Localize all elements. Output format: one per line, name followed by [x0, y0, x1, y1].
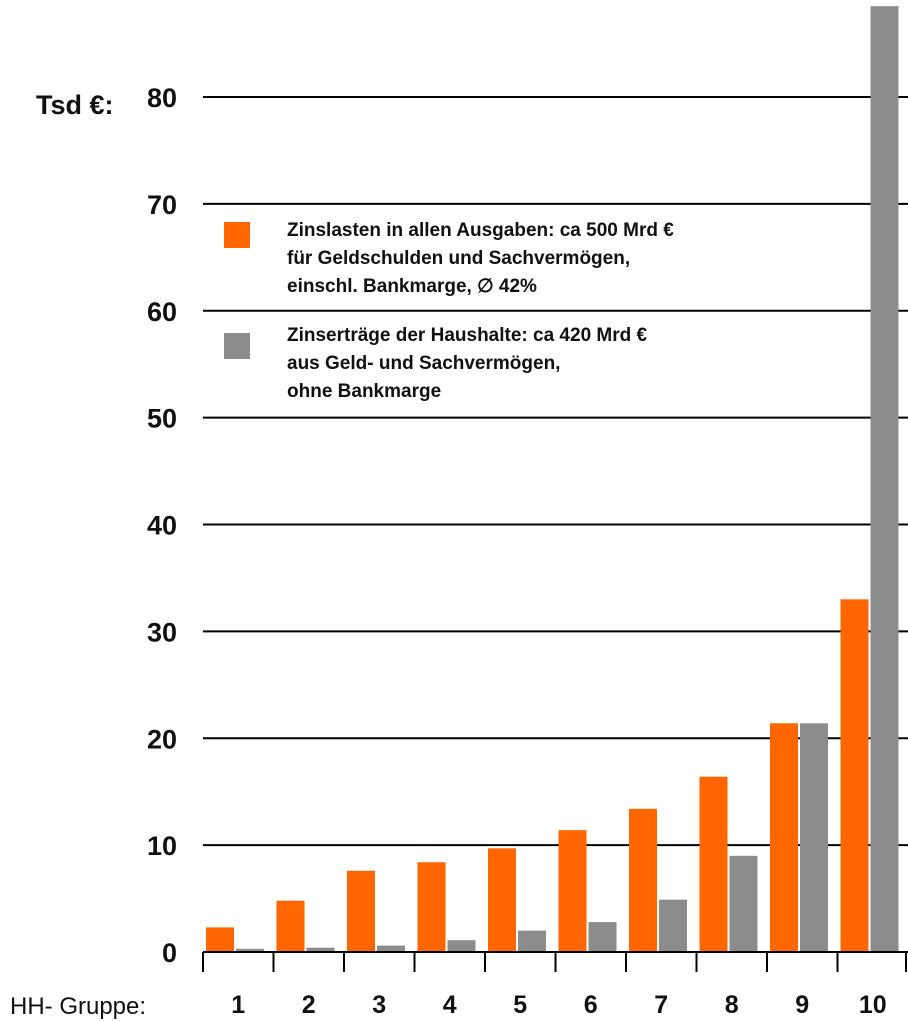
y-tick-label: 50: [147, 404, 177, 434]
bar-series2-group-2: [306, 947, 335, 952]
bar-series2-group-5: [518, 930, 546, 952]
x-tick-labels: 1 2 3 4 5 6 7 8 9 10: [231, 991, 886, 1019]
legend-background: [394, 314, 778, 402]
y-tick-label: 70: [147, 190, 177, 220]
legend-label: aus Geld- und Sachvermögen,: [287, 353, 560, 374]
x-tick-label: 10: [859, 991, 887, 1019]
x-tick-label: 9: [795, 991, 809, 1019]
legend: Zinslasten in allen Ausgaben: ca 500 Mrd…: [214, 214, 778, 402]
legend-swatch-series1: [224, 222, 250, 248]
bar-series2-group-8: [729, 855, 758, 952]
bar-series1-group-8: [699, 776, 728, 952]
legend-background: [394, 214, 778, 296]
y-tick-label: 0: [162, 938, 177, 968]
bar-series2-group-6: [588, 922, 617, 952]
y-tick-label: 40: [147, 511, 177, 541]
x-tick-label: 6: [584, 991, 598, 1019]
gridlines: [203, 96, 908, 847]
x-tick-label: 7: [654, 991, 668, 1019]
x-tick-label: 1: [231, 991, 245, 1019]
bars: [206, 6, 899, 952]
bar-series1-group-3: [347, 870, 375, 952]
y-tick-labels: 0 10 20 30 40 50 60 70 80: [147, 83, 177, 968]
x-tick-label: 8: [725, 991, 739, 1019]
bar-series2-group-7: [659, 899, 687, 952]
legend-label: für Geldschulden und Sachvermögen,: [287, 248, 630, 269]
bar-series2-group-9: [800, 723, 828, 952]
legend-label: Zinslasten in allen Ausgaben: ca 500 Mrd…: [287, 220, 674, 241]
y-tick-label: 10: [147, 831, 177, 861]
x-axis: [202, 951, 908, 972]
legend-swatch-series2: [224, 333, 250, 359]
bar-series1-group-1: [206, 927, 234, 952]
x-tick-label: 3: [372, 991, 386, 1019]
y-axis-label: Tsd €:: [36, 90, 114, 120]
bar-series1-group-4: [417, 862, 446, 952]
legend-label: ohne Bankmarge: [287, 381, 441, 402]
x-axis-label: HH- Gruppe:: [10, 993, 146, 1020]
legend-label: Zinserträge der Haushalte: ca 420 Mrd €: [287, 325, 648, 346]
bar-series2-group-4: [447, 940, 476, 952]
bar-series2-group-10: [870, 6, 899, 952]
bar-series2-group-1: [236, 948, 264, 952]
bar-series1-group-2: [276, 900, 305, 952]
bar-series1-group-7: [629, 808, 657, 952]
y-tick-label: 60: [147, 297, 177, 327]
bar-series2-group-3: [377, 945, 405, 952]
bar-series1-group-9: [770, 723, 798, 952]
y-tick-label: 80: [147, 83, 177, 113]
y-tick-label: 20: [147, 724, 177, 754]
legend-label: einschl. Bankmarge, ∅ 42%: [287, 276, 537, 297]
x-tick-label: 5: [513, 991, 527, 1019]
bar-series1-group-5: [488, 848, 516, 952]
x-tick-label: 2: [302, 991, 316, 1019]
bar-series1-group-10: [840, 599, 869, 952]
x-tick-label: 4: [443, 991, 457, 1019]
bar-series1-group-6: [558, 830, 587, 952]
y-tick-label: 30: [147, 617, 177, 647]
